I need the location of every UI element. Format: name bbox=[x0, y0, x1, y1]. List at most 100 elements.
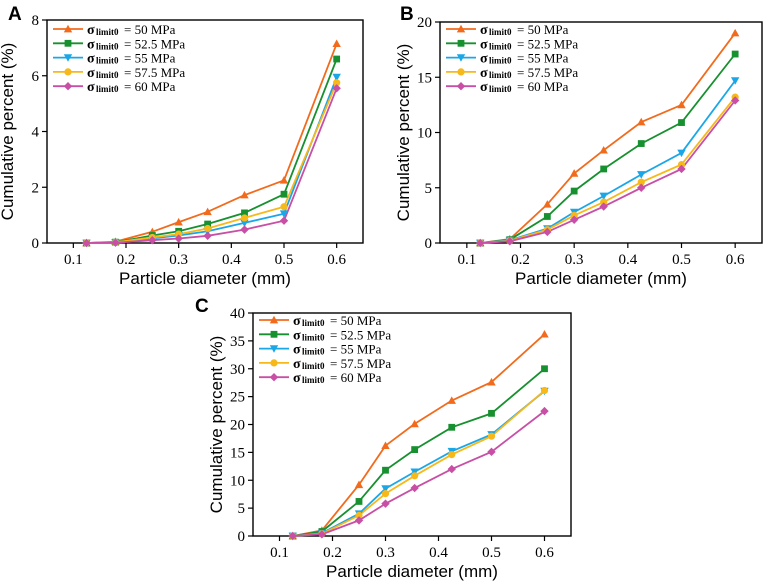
data-point bbox=[317, 530, 327, 539]
legend-marker bbox=[63, 24, 73, 33]
data-point bbox=[381, 441, 390, 450]
data-point bbox=[447, 396, 456, 404]
data-point bbox=[381, 499, 390, 508]
data-point bbox=[240, 214, 249, 222]
legend-label: = 52.5 MPa bbox=[330, 327, 391, 342]
data-point bbox=[599, 145, 608, 154]
series-line-60mpa bbox=[86, 87, 338, 244]
data-point bbox=[543, 213, 551, 220]
data-point bbox=[637, 171, 646, 179]
data-point bbox=[600, 165, 608, 173]
data-point bbox=[355, 498, 363, 505]
data-point bbox=[600, 198, 608, 206]
data-point bbox=[447, 464, 456, 474]
data-point bbox=[241, 209, 248, 217]
data-point bbox=[148, 236, 157, 245]
legend-sigma: σ bbox=[480, 80, 488, 95]
legend-sigma: σ bbox=[87, 52, 95, 67]
data-point bbox=[678, 119, 685, 126]
legend-marker bbox=[456, 24, 466, 33]
series-line-55mpa bbox=[86, 76, 338, 244]
data-point bbox=[569, 215, 579, 224]
y-tick-label: 8 bbox=[32, 13, 40, 29]
y-tick-label: 25 bbox=[230, 390, 245, 406]
legend-marker bbox=[269, 345, 279, 353]
data-point bbox=[569, 169, 579, 177]
y-tick-label: 30 bbox=[230, 362, 245, 378]
legend-subscript: limit0 bbox=[489, 27, 512, 37]
legend-sigma: σ bbox=[293, 328, 301, 343]
legend-marker bbox=[456, 82, 466, 91]
x-tick-label: 0.2 bbox=[323, 545, 342, 561]
legend-label: = 60 MPa bbox=[330, 370, 382, 385]
data-point bbox=[448, 423, 456, 431]
panel-letter: C bbox=[195, 296, 209, 317]
legend-marker bbox=[270, 330, 278, 338]
data-point bbox=[280, 190, 288, 198]
data-point bbox=[540, 329, 549, 338]
legend-sigma: σ bbox=[87, 37, 95, 52]
data-point bbox=[240, 190, 249, 199]
data-point bbox=[637, 117, 646, 126]
data-point bbox=[203, 207, 212, 216]
legend-sigma: σ bbox=[480, 37, 488, 52]
data-point bbox=[637, 140, 645, 147]
legend-label: = 52.5 MPa bbox=[517, 36, 578, 51]
data-point bbox=[599, 202, 608, 211]
y-tick-label: 6 bbox=[32, 69, 40, 85]
legend-subscript: limit0 bbox=[96, 56, 119, 66]
series-line-57-5mpa bbox=[480, 96, 736, 244]
legend-sigma: σ bbox=[293, 343, 301, 358]
panel-letter: B bbox=[400, 4, 414, 25]
data-point bbox=[355, 511, 363, 519]
x-axis-title: Particle diameter (mm) bbox=[119, 269, 291, 288]
legend-subscript: limit0 bbox=[302, 375, 325, 385]
y-tick-label: 10 bbox=[230, 473, 245, 489]
data-point bbox=[333, 55, 341, 63]
x-tick-label: 0.1 bbox=[457, 252, 476, 268]
data-point bbox=[476, 238, 485, 248]
legend-sigma: σ bbox=[87, 66, 95, 81]
legend-label: = 50 MPa bbox=[124, 22, 176, 37]
legend-subscript: limit0 bbox=[96, 70, 119, 80]
legend-marker bbox=[457, 68, 465, 76]
legend-subscript: limit0 bbox=[489, 56, 512, 66]
x-tick-label: 0.5 bbox=[482, 545, 501, 561]
y-tick-label: 0 bbox=[238, 529, 246, 545]
x-tick-label: 0.1 bbox=[270, 545, 289, 561]
legend-marker bbox=[63, 82, 73, 91]
data-point bbox=[381, 490, 390, 498]
chart-panel-c: C 0.1 0.2 0.3 0.4 0.5 0.6 0 5 10 15 20 25 30 35 40 Parti… bbox=[195, 296, 572, 581]
data-point bbox=[731, 50, 739, 58]
legend-subscript: limit0 bbox=[302, 318, 325, 328]
x-tick-label: 0.4 bbox=[429, 545, 448, 561]
x-tick-label: 0.2 bbox=[511, 252, 530, 268]
y-tick-label: 0 bbox=[425, 236, 433, 252]
x-tick-label: 0.4 bbox=[222, 252, 241, 268]
data-point bbox=[599, 192, 608, 201]
x-tick-label: 0.3 bbox=[169, 252, 188, 268]
data-point bbox=[730, 96, 740, 105]
legend-marker bbox=[64, 39, 72, 47]
x-tick-label: 0.3 bbox=[565, 252, 584, 268]
data-point bbox=[411, 446, 419, 453]
data-point bbox=[448, 451, 456, 459]
series-line-52-5mpa bbox=[480, 53, 736, 244]
series-line-57-5mpa bbox=[292, 389, 546, 537]
data-point bbox=[204, 220, 212, 228]
y-axis-title: Cumulative percent (%) bbox=[0, 43, 17, 221]
series-line-55mpa bbox=[292, 390, 546, 537]
legend-subscript: limit0 bbox=[302, 347, 325, 357]
data-point bbox=[240, 219, 249, 228]
y-tick-label: 10 bbox=[417, 126, 432, 142]
legend-subscript: limit0 bbox=[489, 41, 512, 51]
y-tick-label: 5 bbox=[238, 501, 246, 517]
series-line-57-5mpa bbox=[86, 82, 338, 244]
legend-label: = 60 MPa bbox=[517, 79, 569, 94]
data-point bbox=[354, 480, 364, 489]
x-tick-label: 0.1 bbox=[64, 252, 83, 268]
y-axis-title: Cumulative percent (%) bbox=[207, 336, 226, 514]
legend-marker bbox=[64, 68, 72, 76]
data-point bbox=[543, 227, 552, 237]
